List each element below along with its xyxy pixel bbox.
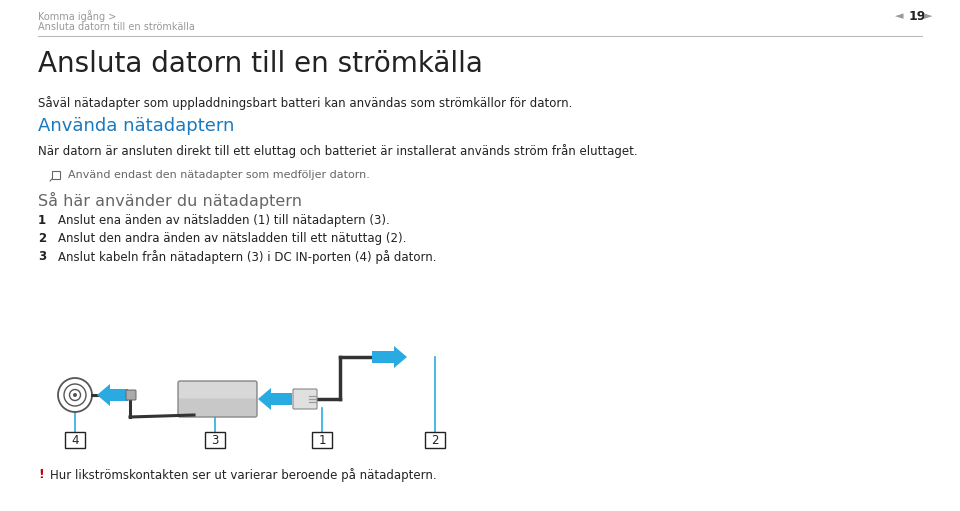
Circle shape — [73, 393, 77, 397]
Text: ◄: ◄ — [895, 11, 903, 21]
Text: Anslut kabeln från nätadaptern (3) i DC IN-porten (4) på datorn.: Anslut kabeln från nätadaptern (3) i DC … — [58, 250, 437, 264]
FancyBboxPatch shape — [65, 432, 85, 448]
Text: Använda nätadaptern: Använda nätadaptern — [38, 117, 234, 135]
FancyBboxPatch shape — [178, 381, 257, 417]
Text: Såväl nätadapter som uppladdningsbart batteri kan användas som strömkällor för d: Såväl nätadapter som uppladdningsbart ba… — [38, 96, 572, 110]
Text: Anslut den andra änden av nätsladden till ett nätuttag (2).: Anslut den andra änden av nätsladden til… — [58, 232, 406, 245]
Text: 3: 3 — [211, 433, 219, 447]
Text: 1: 1 — [38, 214, 46, 227]
Text: 2: 2 — [38, 232, 46, 245]
FancyBboxPatch shape — [126, 390, 136, 400]
Text: 19: 19 — [909, 10, 926, 22]
FancyBboxPatch shape — [425, 432, 445, 448]
Text: !: ! — [38, 468, 44, 481]
Text: 2: 2 — [431, 433, 439, 447]
Text: Komma igång >: Komma igång > — [38, 10, 116, 22]
Text: Använd endast den nätadapter som medföljer datorn.: Använd endast den nätadapter som medfölj… — [68, 170, 370, 180]
Text: 4: 4 — [71, 433, 79, 447]
Text: När datorn är ansluten direkt till ett eluttag och batteriet är installerat anvä: När datorn är ansluten direkt till ett e… — [38, 144, 637, 158]
FancyBboxPatch shape — [312, 432, 332, 448]
Text: Anslut ena änden av nätsladden (1) till nätadaptern (3).: Anslut ena änden av nätsladden (1) till … — [58, 214, 390, 227]
Text: Hur likströmskontakten ser ut varierar beroende på nätadaptern.: Hur likströmskontakten ser ut varierar b… — [50, 468, 437, 482]
Text: Ansluta datorn till en strömkälla: Ansluta datorn till en strömkälla — [38, 50, 483, 78]
Polygon shape — [372, 346, 407, 368]
Text: Ansluta datorn till en strömkälla: Ansluta datorn till en strömkälla — [38, 22, 195, 32]
FancyBboxPatch shape — [205, 432, 225, 448]
Polygon shape — [258, 388, 292, 410]
FancyBboxPatch shape — [293, 389, 317, 409]
Text: ►: ► — [924, 11, 932, 21]
FancyBboxPatch shape — [179, 382, 256, 399]
Text: 3: 3 — [38, 250, 46, 263]
Polygon shape — [97, 384, 128, 406]
Text: Så här använder du nätadaptern: Så här använder du nätadaptern — [38, 192, 302, 209]
Text: 1: 1 — [319, 433, 325, 447]
